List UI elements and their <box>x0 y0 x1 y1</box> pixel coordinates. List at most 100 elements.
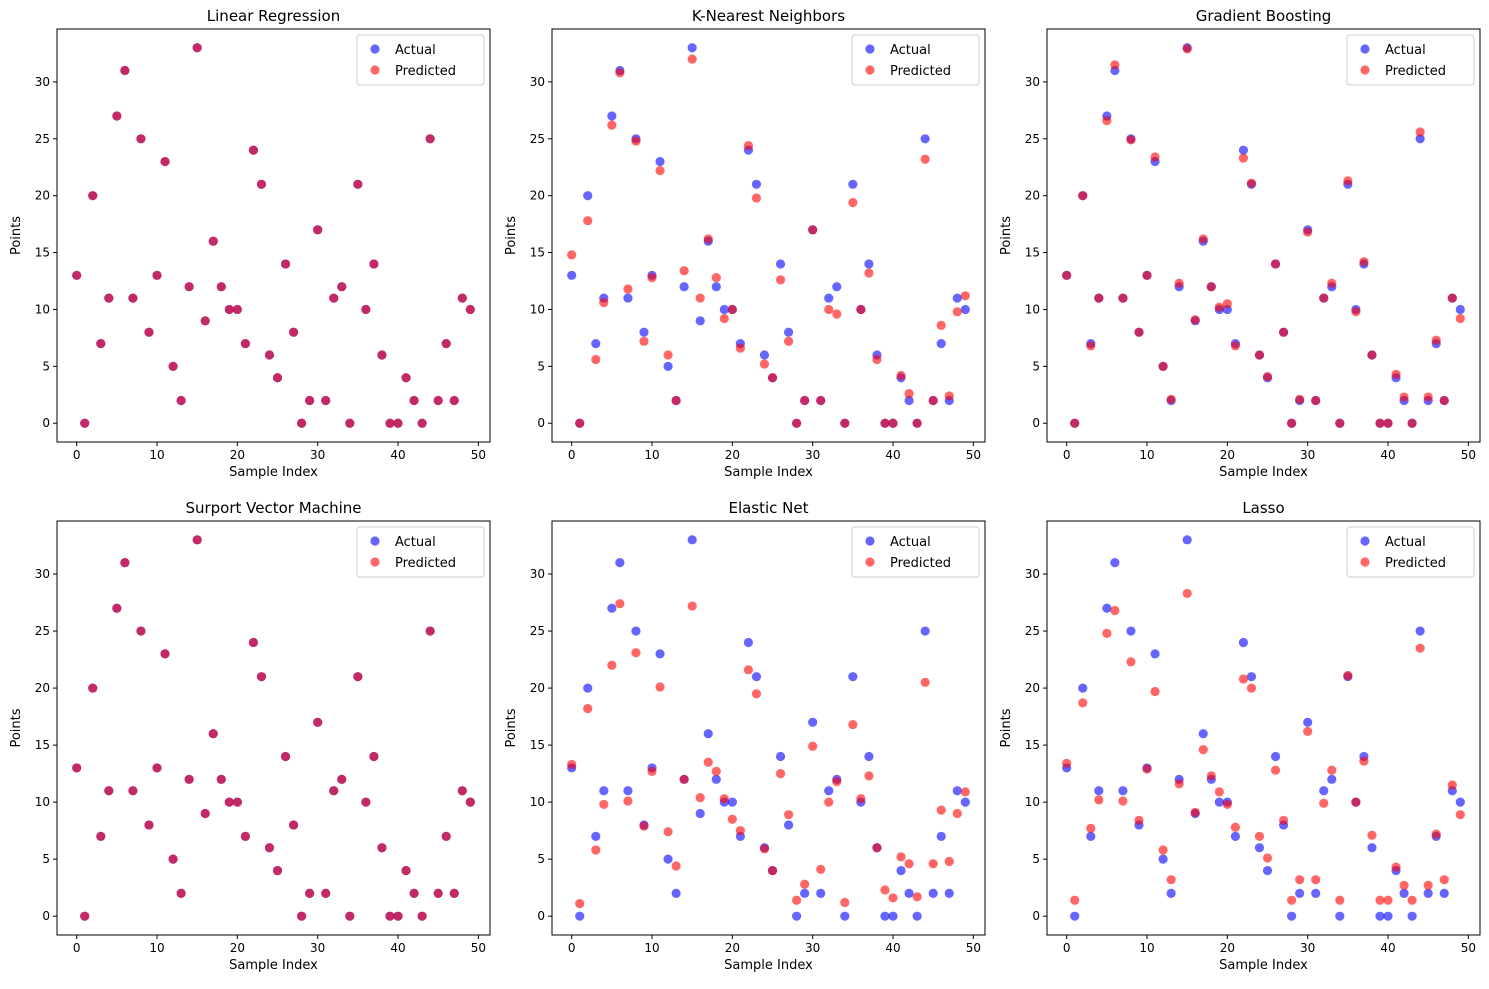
predicted-point <box>256 179 267 189</box>
legend-predicted-marker <box>1360 65 1370 75</box>
predicted-point <box>160 649 170 659</box>
predicted-point <box>1086 341 1096 351</box>
predicted-point <box>1367 830 1377 840</box>
predicted-point <box>623 796 633 806</box>
y-tick-label: 5 <box>1032 852 1040 866</box>
y-axis-label: Points <box>9 708 24 747</box>
legend-actual-label: Actual <box>890 43 931 58</box>
y-tick-label: 10 <box>530 795 545 809</box>
actual-point <box>639 327 649 337</box>
predicted-point <box>1214 302 1224 312</box>
x-axis-label: Sample Index <box>229 958 318 973</box>
predicted-point <box>361 304 371 315</box>
predicted-point <box>1142 270 1152 280</box>
predicted-point <box>297 418 307 428</box>
predicted-point <box>816 395 826 406</box>
predicted-point <box>1094 795 1104 805</box>
predicted-point <box>800 879 810 889</box>
predicted-point <box>1415 127 1425 137</box>
predicted-point <box>393 418 403 428</box>
predicted-point <box>256 672 267 682</box>
actual-point <box>800 888 810 898</box>
predicted-point <box>912 892 922 902</box>
predicted-point <box>1190 807 1200 817</box>
predicted-point <box>232 304 242 315</box>
predicted-point <box>743 141 754 151</box>
legend-actual-marker <box>1360 44 1370 54</box>
actual-point <box>607 111 617 121</box>
predicted-point <box>583 704 593 714</box>
actual-point <box>751 179 762 189</box>
legend-box <box>356 526 485 578</box>
predicted-point <box>880 885 890 895</box>
predicted-point <box>848 197 858 208</box>
actual-point <box>1399 888 1409 898</box>
actual-point <box>1383 911 1393 921</box>
predicted-point <box>184 774 194 784</box>
predicted-point <box>353 179 363 189</box>
actual-point <box>1230 831 1240 841</box>
predicted-point <box>1407 418 1417 428</box>
predicted-point <box>1278 815 1289 825</box>
actual-point <box>824 786 834 796</box>
predicted-point <box>800 395 810 406</box>
predicted-point <box>248 145 259 155</box>
predicted-point <box>345 418 355 428</box>
predicted-point <box>313 225 323 235</box>
actual-point <box>1238 145 1249 155</box>
predicted-point <box>920 677 930 687</box>
predicted-point <box>904 389 914 399</box>
y-tick-label: 5 <box>42 359 50 373</box>
predicted-point <box>1359 257 1369 267</box>
predicted-point <box>711 766 721 776</box>
predicted-point <box>719 313 729 324</box>
predicted-point <box>1206 771 1216 781</box>
predicted-point <box>192 43 202 53</box>
predicted-point <box>679 774 689 784</box>
x-tick-label: 30 <box>1300 448 1315 462</box>
predicted-point <box>759 359 770 369</box>
y-tick-label: 5 <box>1032 359 1040 373</box>
y-tick-label: 15 <box>1025 738 1040 752</box>
y-tick-label: 15 <box>530 246 545 260</box>
predicted-point <box>1150 152 1160 162</box>
predicted-point <box>615 599 625 609</box>
predicted-point <box>1078 698 1088 708</box>
actual-point <box>792 911 802 921</box>
predicted-point <box>1230 822 1240 832</box>
legend: Actual Predicted <box>1346 526 1475 578</box>
x-tick-label: 30 <box>805 941 820 955</box>
predicted-point <box>880 418 890 428</box>
legend-box <box>356 34 485 86</box>
actual-point <box>567 270 577 280</box>
legend-box <box>851 526 980 578</box>
predicted-point <box>144 820 154 830</box>
predicted-point <box>1110 605 1120 616</box>
y-tick-label: 5 <box>537 359 545 373</box>
x-tick-label: 10 <box>149 448 164 462</box>
predicted-point <box>1182 588 1192 599</box>
predicted-point <box>72 763 82 773</box>
predicted-point <box>1070 895 1080 905</box>
actual-point <box>848 672 858 682</box>
predicted-point <box>321 395 331 406</box>
x-tick-label: 20 <box>230 941 245 955</box>
predicted-point <box>425 626 435 636</box>
predicted-point <box>369 259 379 269</box>
predicted-point <box>144 327 154 337</box>
legend-actual-marker <box>370 44 380 54</box>
y-axis-label: Points <box>999 708 1014 747</box>
legend-actual-label: Actual <box>890 535 931 550</box>
predicted-point <box>767 373 778 383</box>
predicted-point <box>1311 875 1321 885</box>
actual-point <box>1303 717 1313 727</box>
x-tick-label: 10 <box>644 941 659 955</box>
actual-point <box>888 911 898 921</box>
y-tick-label: 30 <box>1025 75 1040 89</box>
x-tick-label: 0 <box>73 941 81 955</box>
x-tick-label: 0 <box>568 941 576 955</box>
predicted-point <box>1230 341 1240 351</box>
actual-point <box>1150 649 1160 659</box>
predicted-point <box>808 225 818 235</box>
predicted-point <box>759 844 770 854</box>
